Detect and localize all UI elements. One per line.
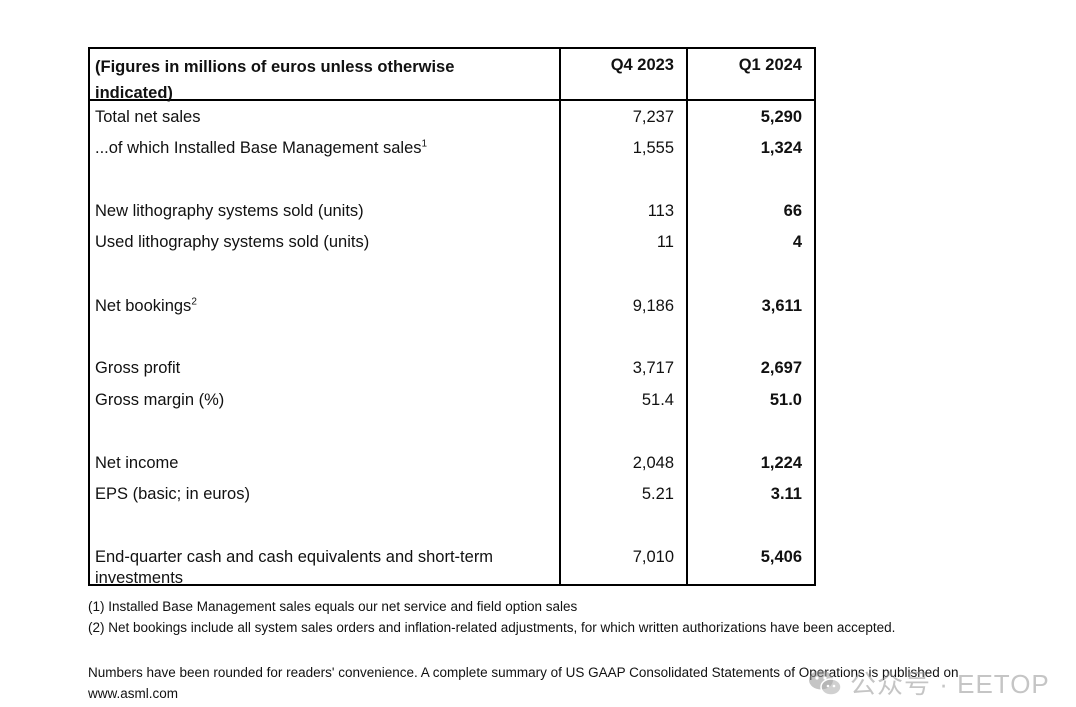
row-label-total-net-sales: Total net sales [95, 108, 201, 126]
watermark-text: 公众号 · EETOP [850, 669, 1050, 699]
header-divider [90, 99, 814, 101]
value-q1: 5,406 [760, 548, 802, 566]
watermark: 公众号 · EETOP [808, 664, 1050, 701]
column-divider [686, 49, 688, 584]
value-q1: 51.0 [769, 391, 802, 409]
value-q4: 51.4 [641, 391, 674, 409]
row-label-gross-profit: Gross profit [95, 359, 181, 377]
row-label-net-income: Net income [95, 454, 179, 472]
value-q1: 2,697 [760, 359, 802, 377]
value-q1: 1,324 [760, 139, 802, 157]
wechat-icon [809, 670, 842, 696]
row-label-gross-margin: Gross margin (%) [95, 391, 225, 409]
column-header-q1-2024: Q1 2024 [738, 56, 802, 74]
row-label-new-litho-systems: New lithography systems sold (units) [95, 202, 364, 220]
value-q4: 11 [656, 233, 674, 251]
row-label-end-quarter-cash: End-quarter cash and cash equivalents an… [95, 548, 494, 587]
value-q4: 7,237 [632, 108, 674, 126]
value-q4: 1,555 [632, 139, 674, 157]
financial-summary-table: (Figures in millions of euros unless oth… [88, 47, 816, 587]
column-divider [559, 49, 561, 584]
row-label-net-bookings: Net bookings2 [95, 296, 197, 315]
value-q4: 5.21 [641, 485, 674, 503]
value-q4: 7,010 [632, 548, 674, 566]
value-q1: 3,611 [761, 297, 802, 315]
value-q1: 5,290 [760, 108, 802, 126]
rounding-note: Numbers have been rounded for readers' c… [88, 665, 959, 701]
value-q1: 1,224 [760, 454, 802, 472]
row-label-eps: EPS (basic; in euros) [95, 485, 250, 503]
column-header-q4-2023: Q4 2023 [610, 56, 674, 74]
row-label-used-litho-systems: Used lithography systems sold (units) [95, 233, 370, 251]
value-q1: 66 [783, 202, 802, 220]
table-header-label: (Figures in millions of euros unless oth… [95, 58, 455, 102]
row-label-installed-base-sales: ...of which Installed Base Management sa… [95, 138, 428, 157]
footnote-1: (1) Installed Base Management sales equa… [88, 599, 578, 614]
value-q1: 3.11 [770, 485, 802, 503]
footnote-ref: 2 [191, 296, 197, 308]
value-q4: 9,186 [632, 297, 674, 315]
value-q4: 3,717 [632, 359, 674, 377]
footnote-ref: 1 [421, 138, 428, 150]
footnote-2: (2) Net bookings include all system sale… [88, 620, 896, 635]
value-q1: 4 [792, 233, 802, 251]
value-q4: 2,048 [632, 454, 674, 472]
value-q4: 113 [647, 202, 674, 220]
